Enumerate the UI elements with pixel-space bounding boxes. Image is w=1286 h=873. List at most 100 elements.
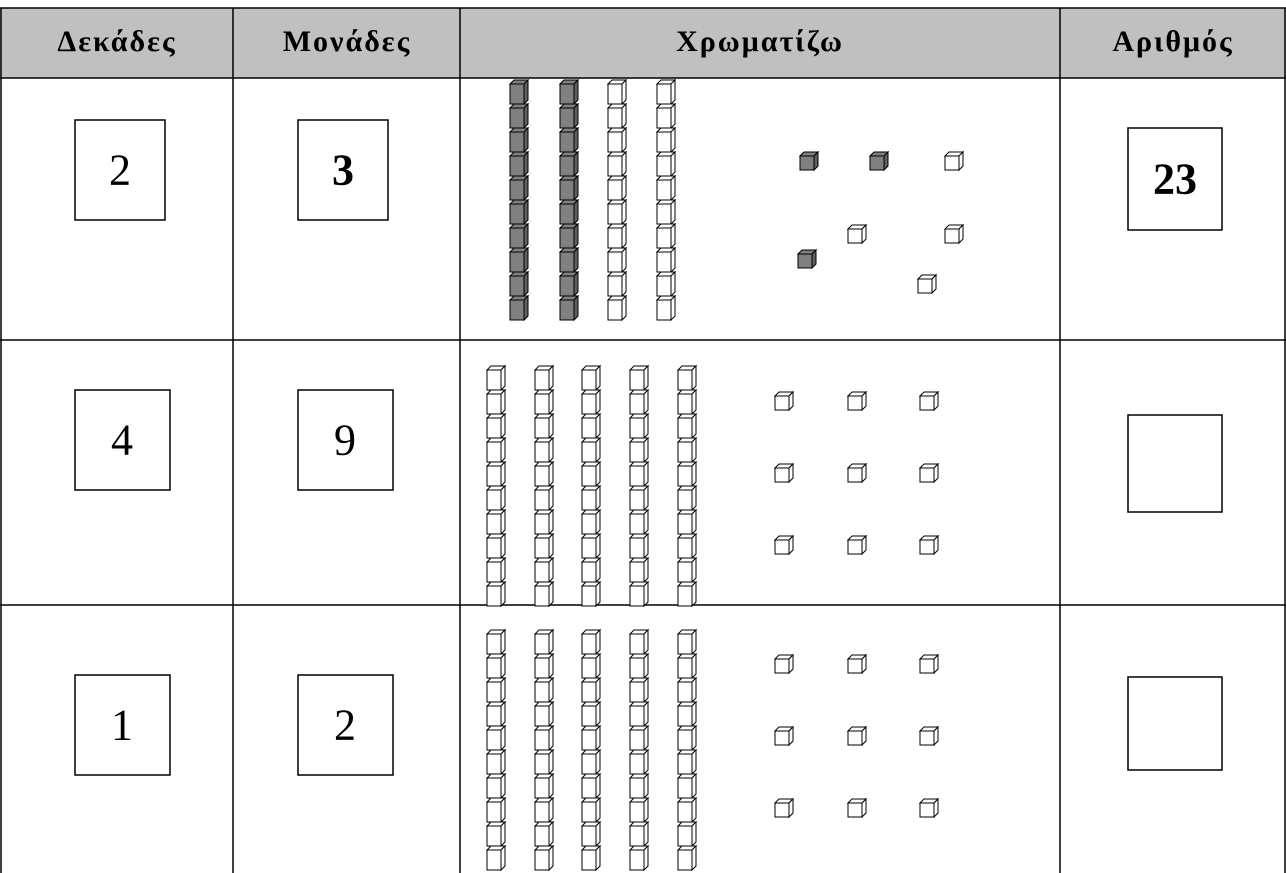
header-background [0,8,1286,78]
cube-face [861,797,867,819]
cube-face [595,460,601,488]
cube-face [548,508,554,536]
cube-face [573,198,579,226]
cube-face [629,465,645,487]
cube-face [656,83,672,105]
cube-face [523,174,529,202]
cube-face [691,484,697,512]
cube-face [548,652,554,680]
cube-face [595,676,601,704]
cube-face [656,275,672,297]
cube-face [861,223,867,245]
cube-face [677,681,693,703]
cube-face [573,294,579,322]
cube-face [691,796,697,824]
cube-face [643,436,649,464]
column-header: Δεκάδες [57,25,176,58]
cube-face [509,131,525,153]
cube-face [548,556,554,584]
cube-face [523,222,529,250]
cube-face [581,585,597,607]
cube-face [509,251,525,273]
cube-face [581,801,597,823]
cube-face [607,83,623,105]
cube-face [629,585,645,607]
cube-face [677,561,693,583]
cube-face [581,393,597,415]
cube-face [595,844,601,872]
cube-face [548,748,554,776]
tens-value: 4 [111,416,133,465]
cube-face [534,729,550,751]
cube-face [534,849,550,871]
cube-face [607,227,623,249]
cube-face [656,107,672,129]
answer-box[interactable] [1127,676,1223,771]
cube-face [534,633,550,655]
cube-face [548,364,554,392]
cube-face [643,532,649,560]
cube-face [774,658,790,674]
cube-face [486,633,502,655]
cube-face [523,102,529,130]
cube-face [500,364,506,392]
cube-face [581,633,597,655]
cube-face [629,801,645,823]
cube-face [643,700,649,728]
cube-face [534,681,550,703]
cube-face [788,390,794,412]
cube-face [548,460,554,488]
cube-face [486,801,502,823]
cube-face [677,513,693,535]
cube-face [774,467,790,483]
cube-face [629,849,645,871]
cube-face [581,753,597,775]
cube-face [581,417,597,439]
cube-face [691,772,697,800]
cube-face [548,628,554,656]
cube-face [670,222,676,250]
cube-face [548,412,554,440]
cube-face [500,724,506,752]
cube-face [509,179,525,201]
cube-face [629,369,645,391]
cube-face [691,700,697,728]
cube-face [486,441,502,463]
cube-face [643,844,649,872]
answer-box [74,119,166,221]
cube-face [534,705,550,727]
cube-face [595,628,601,656]
cube-face [629,825,645,847]
cube-face [534,801,550,823]
cube-face [643,772,649,800]
cube-face [486,777,502,799]
column-header: Αριθμός [1112,25,1233,58]
cube-face [788,725,794,747]
cube-face [486,753,502,775]
cube-face [677,729,693,751]
cube-face [595,436,601,464]
cube-face [581,825,597,847]
cube-face [581,681,597,703]
cube-face [559,83,575,105]
cube-face [677,801,693,823]
answer-box[interactable] [1127,414,1223,513]
cube-face [933,462,939,484]
cube-face [643,796,649,824]
cube-face [677,825,693,847]
cube-face [559,107,575,129]
cube-face [486,849,502,871]
answer-box [74,674,171,776]
cube-face [629,489,645,511]
cube-face [595,700,601,728]
cube-face [847,228,863,244]
cube-face [869,155,885,171]
cube-face [534,417,550,439]
cube-face [861,390,867,412]
cube-face [595,724,601,752]
cube-face [847,467,863,483]
cube-face [559,131,575,153]
cube-face [677,393,693,415]
cube-face [607,107,623,129]
cube-face [629,753,645,775]
